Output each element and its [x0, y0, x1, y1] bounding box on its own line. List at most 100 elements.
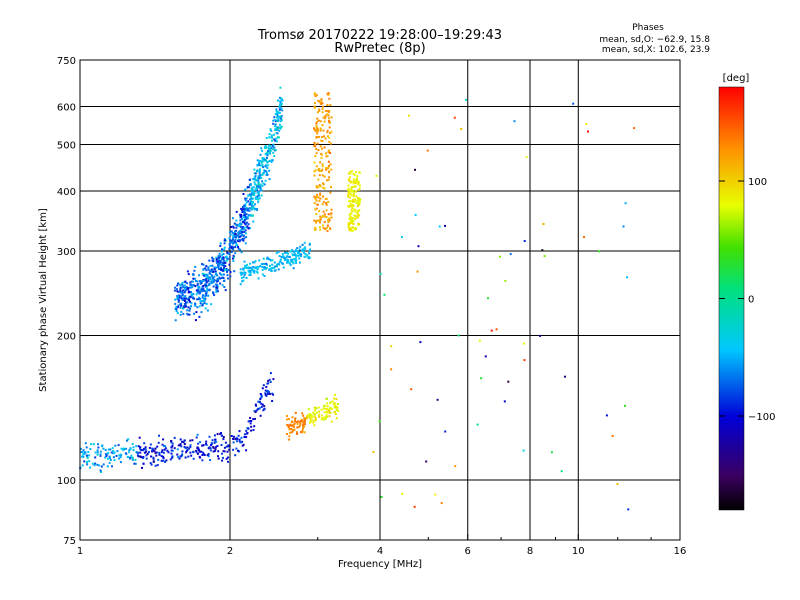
echo-point [185, 285, 188, 288]
echo-point [230, 435, 233, 437]
echo-point [246, 221, 249, 224]
echo-point [327, 117, 330, 120]
echo-point [185, 282, 188, 285]
echo-point [309, 417, 311, 420]
echo-point [222, 253, 225, 255]
echo-point [202, 263, 205, 266]
echo-point [321, 165, 324, 168]
echo-point [327, 160, 330, 163]
echo-point [626, 276, 629, 279]
echo-point [223, 260, 226, 262]
echo-point [180, 455, 183, 458]
echo-point [271, 159, 274, 162]
echo-point [249, 201, 252, 204]
echo-point [313, 202, 316, 205]
echo-point [326, 93, 329, 96]
echo-point [335, 406, 338, 409]
echo-point [438, 225, 441, 228]
echo-point [285, 252, 288, 254]
echo-point [303, 241, 306, 244]
echo-point [238, 239, 241, 242]
echo-point [244, 272, 247, 275]
echo-point [324, 407, 327, 410]
echo-point [199, 297, 201, 300]
echo-point [249, 269, 252, 272]
echo-point [107, 448, 110, 451]
echo-point [229, 233, 232, 236]
echo-point [278, 106, 281, 109]
echo-point [259, 168, 262, 171]
echo-point [323, 175, 326, 178]
echo-point [252, 178, 255, 181]
echo-point [262, 166, 264, 169]
echo-point [276, 116, 278, 119]
echo-point [244, 188, 247, 191]
echo-point [223, 239, 226, 242]
echo-point [201, 300, 203, 303]
echo-point [263, 262, 266, 265]
echo-point [605, 414, 608, 417]
echo-point [143, 442, 146, 445]
echo-point [146, 452, 149, 455]
echo-point [333, 402, 336, 404]
echo-point [329, 104, 332, 107]
echo-point [315, 185, 318, 187]
echo-point [158, 451, 161, 454]
echo-point [327, 113, 330, 116]
echo-point [183, 284, 186, 287]
echo-point [327, 135, 329, 138]
echo-point [611, 434, 614, 437]
echo-point [135, 445, 138, 448]
echo-point [177, 296, 180, 299]
echo-point [148, 451, 150, 454]
echo-point [348, 218, 351, 220]
echo-point [242, 216, 245, 218]
echo-point [228, 263, 231, 266]
echo-point [210, 280, 213, 283]
echo-point [197, 285, 200, 288]
echo-point [195, 451, 198, 454]
echo-point [131, 442, 134, 445]
echo-point [259, 164, 262, 167]
echo-point [222, 438, 225, 441]
echo-point [354, 182, 357, 185]
echo-point [550, 451, 553, 454]
echo-point [228, 256, 231, 259]
echo-point [275, 137, 278, 140]
echo-point [256, 169, 259, 172]
echo-point [177, 295, 179, 298]
echo-point [351, 226, 354, 229]
echo-point [233, 256, 236, 259]
echo-point [253, 425, 256, 428]
echo-point [293, 254, 296, 257]
echo-point [195, 293, 198, 296]
echo-point [189, 296, 192, 298]
echo-point [171, 445, 174, 447]
echo-point [259, 265, 262, 268]
echo-point [216, 274, 219, 277]
echo-point [203, 454, 206, 456]
echo-point [281, 109, 284, 112]
echo-point [249, 227, 252, 230]
echo-point [176, 284, 179, 287]
echo-point [243, 215, 246, 217]
echo-point [180, 297, 183, 299]
echo-point [245, 449, 248, 452]
echo-point [249, 207, 252, 210]
echo-point [257, 407, 260, 410]
echo-point [320, 414, 323, 417]
echo-point [232, 225, 235, 228]
echo-point [286, 424, 289, 426]
echo-point [313, 409, 316, 412]
y-tick-label: 400 [57, 187, 76, 198]
echo-point [158, 434, 160, 437]
echo-point [318, 410, 321, 413]
echo-point [301, 249, 304, 252]
echo-point [295, 259, 298, 262]
echo-point [350, 212, 353, 215]
echo-point [280, 119, 283, 122]
echo-point [426, 149, 429, 152]
echo-point [87, 451, 90, 453]
echo-point [251, 186, 254, 189]
echo-point [210, 275, 213, 278]
